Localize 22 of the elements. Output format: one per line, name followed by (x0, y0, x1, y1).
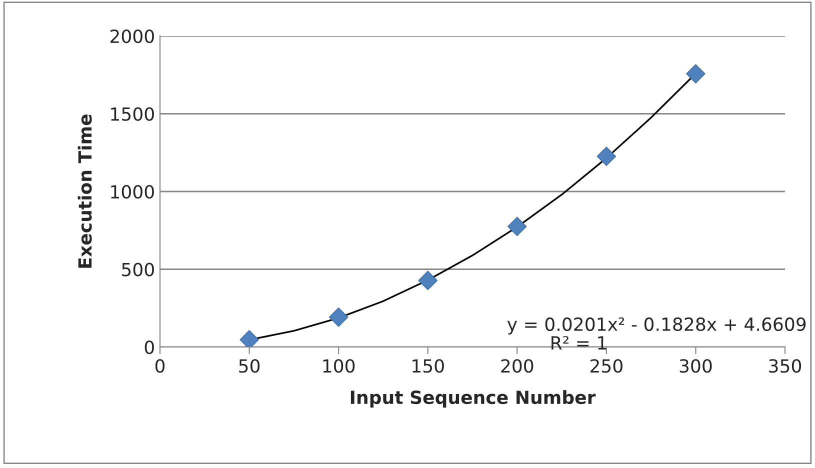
annotation: y = 0.0201x² - 0.1828x + 4.6609 (507, 317, 806, 335)
y-tick-label: 0 (144, 340, 154, 354)
x-axis-title: Input Sequence Number (350, 390, 596, 408)
point (328, 307, 348, 327)
point (686, 64, 706, 84)
y-tick-label: 500 (122, 262, 154, 276)
annotation: R² = 1 (552, 336, 606, 350)
x-tick-label: 150 (412, 359, 444, 373)
x-tick-label: 200 (501, 359, 534, 373)
point (596, 146, 616, 166)
x-tick-label: 100 (323, 359, 355, 373)
x-tick-label: 0 (155, 359, 165, 373)
point (507, 216, 527, 236)
x-tick-label: 50 (239, 359, 260, 373)
x-tick-label: 300 (680, 359, 712, 373)
y-tick-label: 1500 (111, 107, 154, 121)
x-tick-label: 350 (769, 359, 802, 373)
x-tick-label: 250 (590, 359, 622, 373)
y-tick-label: 1000 (111, 184, 154, 199)
y-tick-label: 2000 (110, 29, 154, 44)
point (418, 270, 438, 290)
y-axis-title: Execution Time (78, 114, 92, 268)
